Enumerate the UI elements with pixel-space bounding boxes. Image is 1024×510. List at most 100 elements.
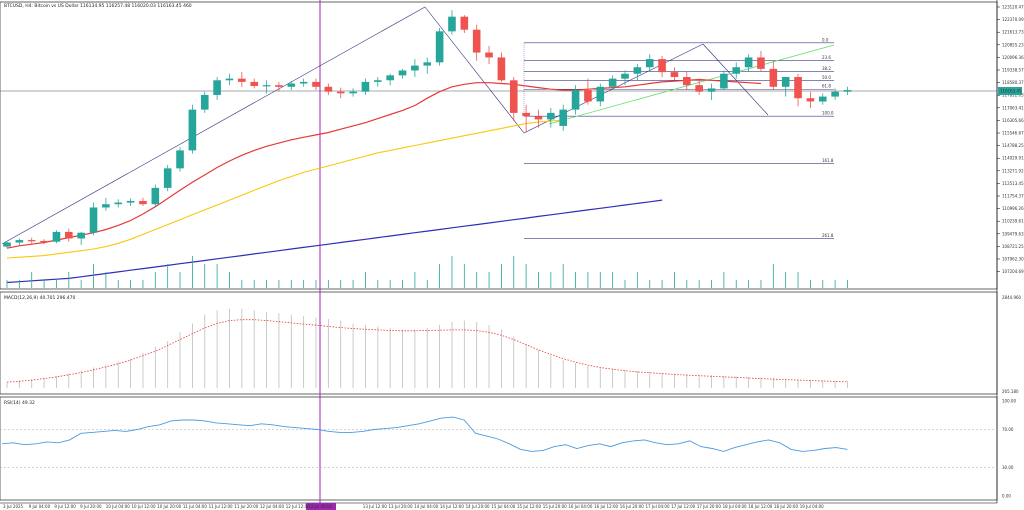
candle-body xyxy=(139,200,147,205)
time-tick-label: 14 Jul 04:00 xyxy=(414,504,438,509)
candle-body xyxy=(806,98,815,102)
candle-body xyxy=(89,207,98,233)
candle-body xyxy=(596,86,605,102)
macd-tick-label: 265.180 xyxy=(1002,389,1019,394)
candle-body xyxy=(262,85,271,87)
time-tick-label: 9 Jul 20:00 xyxy=(80,504,102,509)
price-tick-label: 107204.69 xyxy=(1002,269,1024,274)
candle-body xyxy=(571,90,580,110)
candle-body xyxy=(349,91,357,94)
candle-body xyxy=(547,112,555,120)
candle-body xyxy=(411,65,419,71)
fib-level-label: 50.0 xyxy=(822,75,831,80)
price-tick-label: 114029.91 xyxy=(1002,156,1024,161)
time-tick-label: 18 Jul 12:00 xyxy=(748,504,772,509)
candle-body xyxy=(584,90,592,102)
candlesticks xyxy=(3,10,852,249)
candle-body xyxy=(250,81,258,86)
rsi-line xyxy=(1,416,848,452)
candle-body xyxy=(608,78,617,87)
candle-body xyxy=(287,83,296,87)
time-tick-label: 12 Jul 12:00 xyxy=(286,504,310,509)
crosshair-time-tag xyxy=(306,503,336,510)
candle-body xyxy=(485,52,493,58)
fib-level-label: 161.8 xyxy=(822,158,834,163)
crosshair-time-label: 13 Jul 00:00 xyxy=(308,504,332,509)
price-tick-label: 120855.23 xyxy=(1002,42,1024,47)
candle-body xyxy=(781,77,790,87)
time-tick-label: 11 Jul 12:00 xyxy=(209,504,233,509)
price-tick-label: 116305.66 xyxy=(1002,118,1024,123)
time-tick-label: 11 Jul 04:00 xyxy=(183,504,207,509)
candle-body xyxy=(460,16,469,30)
fib-level-label: 0.0 xyxy=(822,37,829,42)
axes: 123120.47 122370.09 121613.73 120855.23 1200… xyxy=(3,5,1024,510)
volume-bars xyxy=(6,256,848,288)
price-tick-label: 113271.92 xyxy=(1002,168,1024,173)
candle-body xyxy=(670,72,679,78)
candle-body xyxy=(27,240,36,242)
price-tick-label: 122370.09 xyxy=(1002,17,1024,22)
time-tick-label: 17 Jul 20:00 xyxy=(697,504,721,509)
price-tick-label: 107962.30 xyxy=(1002,257,1024,262)
price-tick-label: 110996.26 xyxy=(1002,206,1024,211)
time-tick-label: 13 Jul 12:00 xyxy=(363,504,387,509)
time-tick-label: 16 Jul 12:00 xyxy=(594,504,618,509)
price-tick-label: 118580.37 xyxy=(1002,80,1024,85)
time-tick-label: 16 Jul 20:00 xyxy=(620,504,644,509)
trend-line-green xyxy=(548,44,835,125)
price-tick-label: 112513.45 xyxy=(1002,181,1024,186)
candle-body xyxy=(683,77,691,86)
price-tick-label: 108721.25 xyxy=(1002,244,1024,249)
candle-body xyxy=(15,240,24,243)
price-tick-label: 114788.25 xyxy=(1002,143,1024,148)
time-tick-label: 13 Jul 20:00 xyxy=(389,504,413,509)
candle-body xyxy=(658,59,666,73)
candle-body xyxy=(65,231,73,239)
candle-body xyxy=(534,116,543,120)
rsi-tick-label: 70.00 xyxy=(1002,427,1014,432)
time-tick-label: 16 Jul 04:00 xyxy=(568,504,592,509)
candle-body xyxy=(522,112,530,117)
price-tick-label: 117063.41 xyxy=(1002,105,1024,110)
time-tick-label: 10 Jul 20:00 xyxy=(157,504,181,509)
trend-line-4 xyxy=(702,43,769,116)
rsi-tick-label: 0.00 xyxy=(1002,494,1011,499)
price-grid xyxy=(0,0,997,503)
ma-fast-line xyxy=(6,78,762,249)
current-price-label: 116163.45 xyxy=(1000,89,1022,94)
candle-body xyxy=(398,70,407,76)
candle-body xyxy=(794,77,802,99)
candle-body xyxy=(238,78,246,82)
price-tick-label: 123120.47 xyxy=(1002,5,1024,10)
time-tick-label: 15 Jul 20:00 xyxy=(543,504,567,509)
macd-tick-label: 2844.960 xyxy=(1002,295,1022,300)
time-tick-label: 9 Jul 04:00 xyxy=(29,504,51,509)
candle-body xyxy=(163,168,172,188)
time-tick-label: 9 Jul 12:00 xyxy=(54,504,76,509)
rsi-label: RSI(14) 49.32 xyxy=(4,400,35,406)
candle-body xyxy=(40,240,48,243)
current-price-tag xyxy=(998,87,1022,95)
rsi-tick-label: 100.00 xyxy=(1002,399,1016,404)
candle-body xyxy=(374,80,382,82)
candle-body xyxy=(151,187,160,205)
price-tick-label: 109479.63 xyxy=(1002,231,1024,236)
candle-body xyxy=(324,86,333,92)
candle-body xyxy=(213,80,221,95)
candle-body xyxy=(472,29,481,53)
trend-line-1 xyxy=(1,6,426,245)
candle-body xyxy=(77,232,85,239)
rsi-tick-label: 30.00 xyxy=(1002,465,1014,470)
time-tick-label: 14 Jul 20:00 xyxy=(466,504,490,509)
candle-body xyxy=(707,88,716,92)
price-tick-label: 117822.03 xyxy=(1002,93,1024,98)
pane-frames xyxy=(0,0,998,504)
macd-signal-line xyxy=(6,319,848,383)
price-tick-label: 120096.36 xyxy=(1002,55,1024,60)
candle-body xyxy=(336,91,345,94)
price-tick-label: 110239.61 xyxy=(1002,219,1024,224)
time-tick-label: 12 Jul 04:00 xyxy=(260,504,284,509)
